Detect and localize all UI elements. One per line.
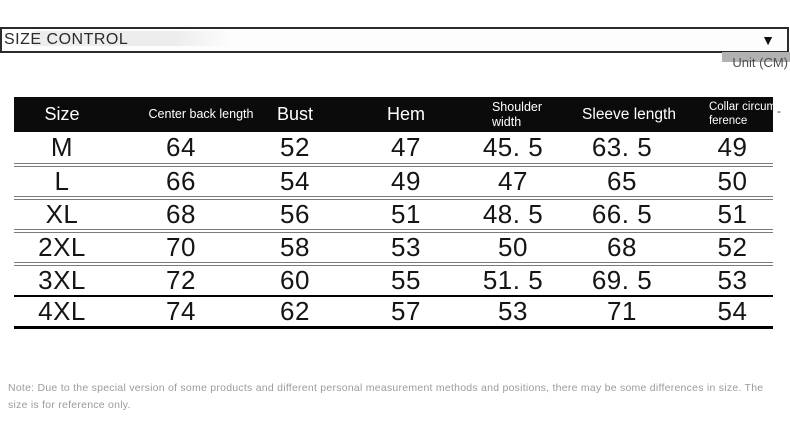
row-separator: [14, 229, 773, 233]
value-cell: 52: [717, 232, 748, 262]
header-cell-collar-circumference: Collar circum ference: [692, 100, 777, 128]
size-cell: XL: [45, 199, 79, 229]
value-cell: 47: [498, 166, 528, 196]
value-cell: 63. 5: [591, 132, 653, 162]
header-label: Shoulder width: [491, 99, 543, 129]
value-cell: 62: [280, 296, 310, 326]
unit-highlight: [722, 52, 790, 62]
value-cell: 52: [280, 132, 310, 162]
value-cell: 53: [717, 265, 748, 295]
value-cell: 68: [607, 232, 637, 262]
header-cell-size: Size: [14, 104, 110, 125]
value-cell: 54: [717, 296, 748, 326]
header-label: Bust: [276, 104, 314, 124]
chevron-down-icon[interactable]: ▼: [761, 32, 775, 48]
size-cell: 3XL: [38, 265, 86, 295]
size-selector-dropdown[interactable]: SIZE CONTROL ▼: [0, 27, 789, 53]
size-cell: 2XL: [38, 232, 86, 262]
header-label: Hem: [386, 104, 425, 124]
value-cell: 70: [166, 232, 196, 262]
value-cell: 74: [166, 296, 196, 326]
value-cell: 55: [391, 265, 421, 295]
value-cell: 51: [717, 199, 748, 229]
header-cell-bust: Bust: [252, 104, 338, 125]
note-text: Note: Due to the special version of some…: [8, 382, 764, 411]
value-cell: 49: [391, 166, 421, 196]
selector-text-highlight: [32, 31, 232, 46]
header-label: Size: [44, 104, 80, 124]
value-cell: 71: [607, 296, 637, 326]
value-cell: 68: [166, 199, 196, 229]
header-label: Collar circum ference: [708, 100, 777, 127]
value-cell: 66. 5: [591, 199, 653, 229]
collar-overflow-hyphen: -: [777, 104, 781, 118]
value-cell: 48. 5: [482, 199, 544, 229]
table-row-2xl: 2XL 70 58 53 50 68 52: [14, 232, 773, 262]
value-cell: 50: [498, 232, 528, 262]
value-cell: 47: [391, 132, 421, 162]
row-separator: [14, 163, 773, 167]
value-cell: 66: [166, 166, 196, 196]
table-row-l: L 66 54 49 47 65 50: [14, 166, 773, 196]
value-cell: 64: [166, 132, 196, 162]
value-cell: 56: [280, 199, 310, 229]
row-separator-thick: [14, 295, 773, 297]
value-cell: 51: [391, 199, 421, 229]
value-cell: 60: [280, 265, 310, 295]
unit-label: Unit (CM): [732, 55, 788, 70]
header-cell-hem: Hem: [338, 104, 474, 125]
size-selector-label: SIZE CONTROL: [4, 31, 129, 48]
value-cell: 53: [498, 296, 528, 326]
value-cell: 69. 5: [591, 265, 653, 295]
table-row-3xl: 3XL 72 60 55 51. 5 69. 5 53: [14, 265, 773, 295]
value-cell: 58: [280, 232, 310, 262]
table-row-m: M 64 52 47 45. 5 63. 5 49: [14, 132, 773, 163]
header-label: Sleeve length: [582, 105, 676, 123]
value-cell: 65: [607, 166, 637, 196]
table-row-4xl: 4XL 74 62 57 53 71 54: [14, 296, 773, 326]
size-cell: 4XL: [38, 296, 86, 326]
row-separator: [14, 262, 773, 266]
value-cell: 49: [717, 132, 748, 162]
size-table: Size Center back length Bust Hem Shoulde…: [14, 97, 781, 329]
value-cell: 57: [391, 296, 421, 326]
row-separator: [14, 196, 773, 200]
value-cell: 50: [717, 166, 748, 196]
size-cell: L: [54, 166, 70, 196]
size-cell: M: [50, 132, 74, 162]
header-cell-center-back-length: Center back length: [110, 107, 254, 122]
header-cell-shoulder-width: Shoulder width: [474, 100, 552, 130]
value-cell: 45. 5: [482, 132, 544, 162]
header-label: Center back length: [148, 107, 254, 122]
value-cell: 54: [280, 166, 310, 196]
table-row-xl: XL 68 56 51 48. 5 66. 5 51: [14, 199, 773, 229]
value-cell: 51. 5: [482, 265, 544, 295]
header-cell-sleeve-length: Sleeve length: [552, 106, 692, 124]
table-bottom-border: [14, 326, 773, 329]
value-cell: 72: [166, 265, 196, 295]
table-header-row: Size Center back length Bust Hem Shoulde…: [14, 97, 781, 132]
value-cell: 53: [391, 232, 421, 262]
